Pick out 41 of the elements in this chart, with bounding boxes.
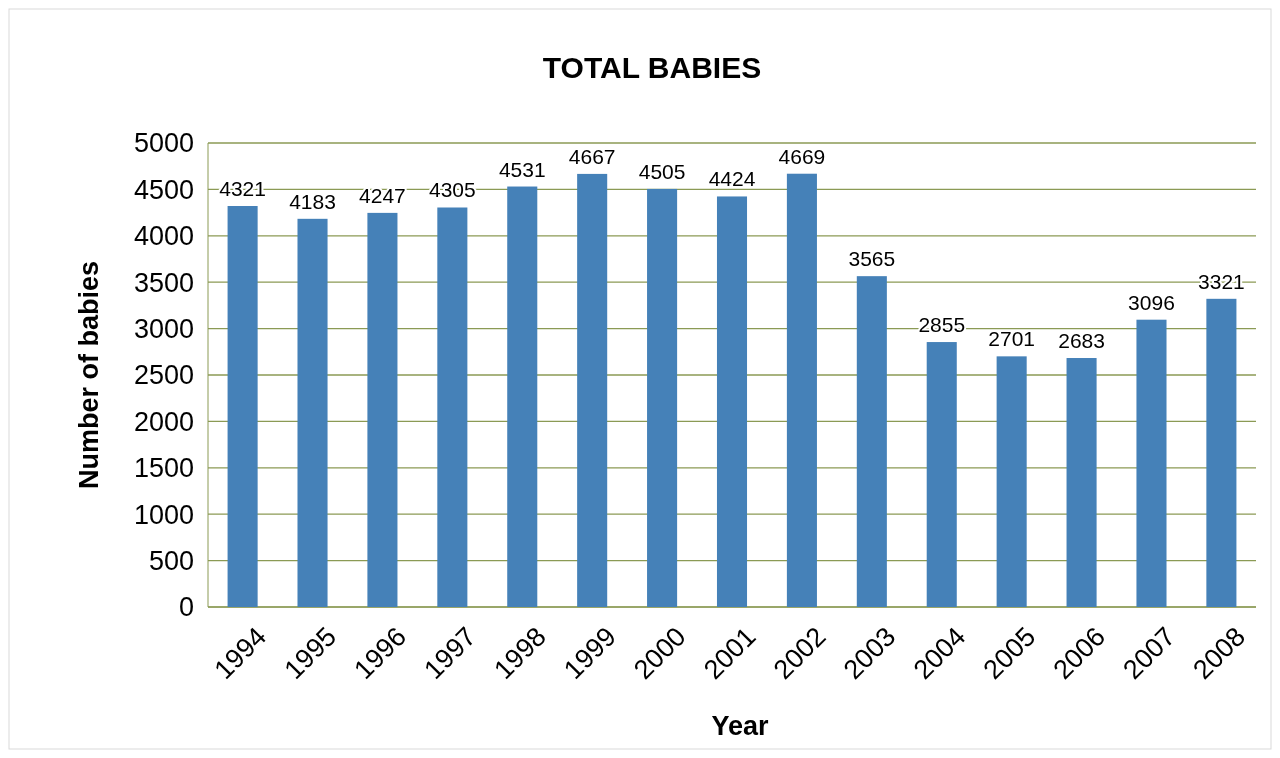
- bar: [1066, 358, 1097, 607]
- y-tick-label: 0: [178, 592, 194, 623]
- data-label: 4531: [498, 157, 546, 181]
- x-axis-title: Year: [711, 711, 770, 741]
- data-label: 3565: [848, 247, 896, 271]
- y-tick-label: 4500: [133, 174, 194, 205]
- y-tick-label: 1500: [133, 453, 194, 484]
- bar: [716, 196, 748, 607]
- data-label: 4424: [708, 167, 756, 191]
- bar: [437, 207, 468, 607]
- bar: [507, 186, 538, 607]
- y-tick-label: 500: [148, 546, 194, 577]
- bar: [786, 173, 817, 607]
- y-tick-label: 2500: [133, 360, 194, 391]
- y-axis-title: Number of babies: [74, 260, 104, 490]
- bar: [227, 206, 258, 607]
- data-label: 4505: [638, 159, 686, 183]
- data-label: 4669: [778, 144, 826, 168]
- data-label: 3321: [1198, 269, 1245, 293]
- chart-title: TOTAL BABIES: [542, 51, 762, 84]
- y-tick-label: 3000: [133, 314, 194, 345]
- y-tick-label: 2000: [133, 406, 194, 437]
- bar: [647, 188, 678, 607]
- y-tick-label: 3500: [133, 267, 194, 298]
- y-tick-label: 5000: [133, 128, 194, 159]
- y-tick-label: 4000: [133, 221, 194, 252]
- data-label: 2701: [988, 327, 1036, 351]
- bar: [297, 218, 328, 607]
- bar: [996, 356, 1027, 607]
- data-label: 4667: [568, 144, 616, 168]
- data-label: 3096: [1128, 290, 1175, 314]
- bar: [1136, 319, 1167, 607]
- bar: [856, 276, 887, 607]
- data-label: 2683: [1058, 329, 1105, 353]
- bar: [926, 342, 957, 607]
- y-tick-label: 1000: [133, 499, 194, 530]
- bar: [1206, 298, 1237, 607]
- bar: [577, 173, 608, 607]
- data-label: 4247: [359, 183, 406, 207]
- bar: [367, 212, 398, 607]
- data-label: 4183: [289, 189, 336, 213]
